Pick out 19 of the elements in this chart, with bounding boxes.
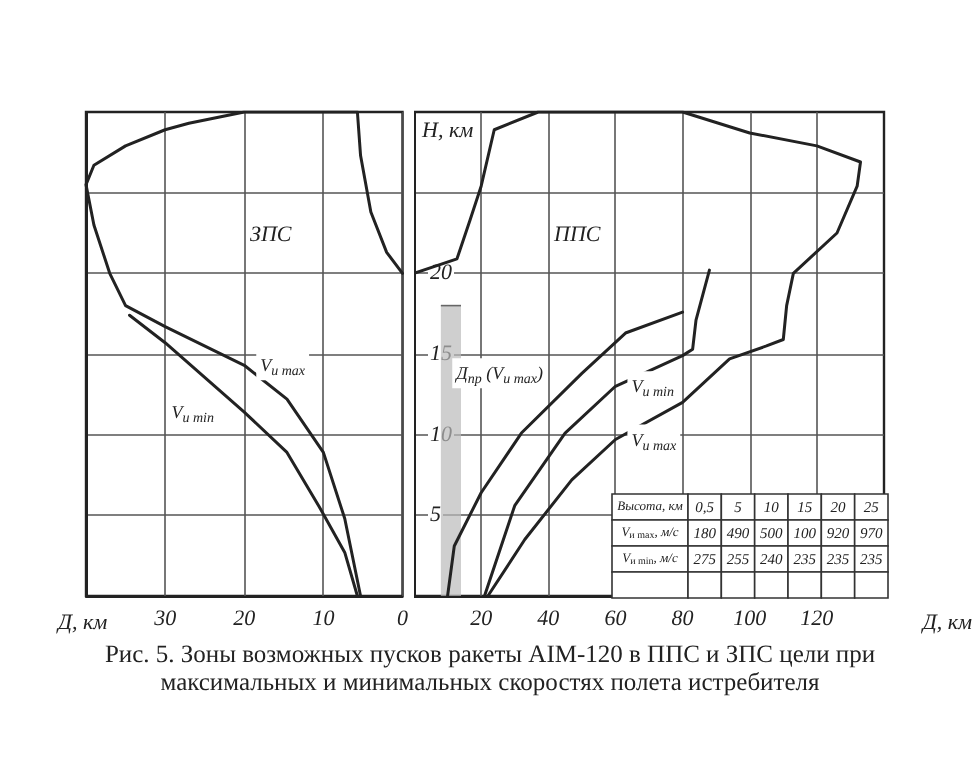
x-tick-label: 30 — [152, 607, 178, 631]
x-tick-label: 40 — [537, 607, 561, 631]
y-tick-label: 10 — [430, 422, 453, 447]
x-axis-title: Д, км — [920, 611, 973, 635]
x-tick-label: 20 — [233, 607, 257, 631]
annotation: ЗПС — [250, 223, 293, 247]
x-tick-label: 20 — [470, 607, 494, 631]
annotation: ППС — [552, 223, 602, 247]
x-tick-label: 10 — [312, 607, 336, 631]
x-axis-title: Д, км — [56, 611, 108, 635]
y-tick-label: 15 — [430, 342, 453, 366]
x-tick-label: 60 — [604, 607, 628, 631]
text: Рис. 5. Зоны возможных пусков ракеты AIM-120 в ППС и ЗПС цели при максимальных и минимальных скоростях полета истребителя — [102, 640, 878, 696]
x-tick-label: 120 — [800, 607, 835, 631]
x-tick-label: 80 — [671, 607, 695, 631]
x-tick-label: 100 — [733, 607, 768, 631]
y-axis-title: H, км — [420, 119, 474, 143]
y-tick-label: 5 — [430, 503, 442, 528]
x-tick-label: 0 — [397, 607, 409, 631]
